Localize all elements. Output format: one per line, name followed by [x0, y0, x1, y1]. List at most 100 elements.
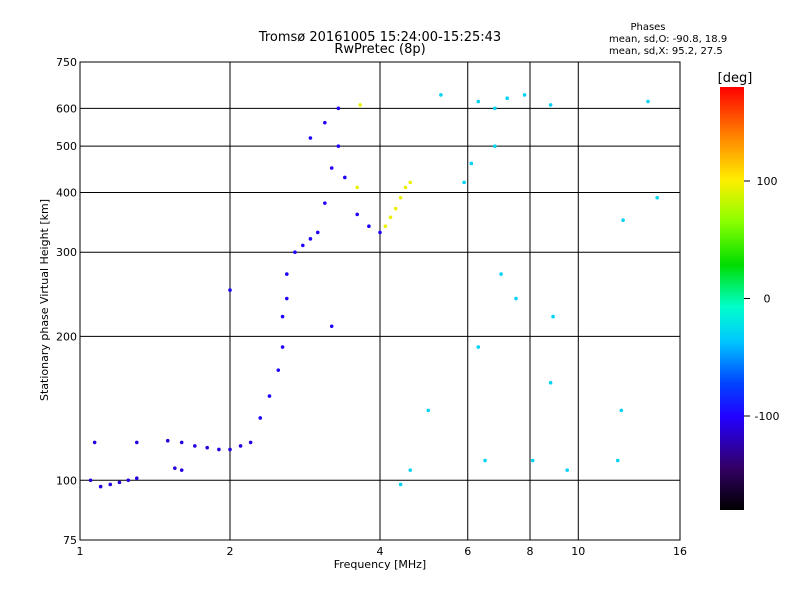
data-point: [248, 440, 253, 445]
data-point: [179, 468, 184, 472]
data-point: [228, 447, 232, 452]
data-point: [134, 440, 139, 445]
data-point: [336, 106, 341, 111]
data-point: [276, 368, 281, 372]
data-point: [398, 482, 403, 487]
colorbar-ticks: 100 0 -100: [744, 175, 779, 423]
data-point: [619, 408, 624, 413]
data-point: [165, 438, 170, 443]
data-point: [615, 458, 620, 463]
data-point: [383, 224, 388, 229]
colorbar-label: [deg]: [718, 71, 753, 86]
data-point: [98, 484, 103, 489]
data-point: [217, 447, 221, 452]
x-tick-label: 2: [227, 545, 234, 558]
y-tick-label: 600: [56, 102, 77, 115]
data-point: [343, 175, 347, 180]
data-point: [548, 103, 553, 107]
data-point: [329, 166, 334, 170]
colorbar-tick-label: 0: [764, 293, 771, 306]
data-point: [476, 345, 481, 349]
data-point: [88, 478, 93, 483]
data-point: [565, 468, 569, 472]
x-tick-label: 8: [527, 545, 534, 558]
y-tick-label: 75: [63, 534, 77, 547]
legend-x-mode: mean, sd,X: 95.2, 27.5: [609, 46, 723, 57]
data-point: [483, 458, 487, 463]
data-point: [403, 185, 408, 190]
data-point: [530, 458, 535, 463]
data-point: [499, 272, 503, 276]
y-tick-label: 500: [56, 140, 77, 153]
data-point: [493, 144, 497, 148]
x-tick-label: 10: [571, 545, 585, 558]
data-point: [193, 444, 197, 448]
x-tick-label: 16: [673, 545, 687, 558]
data-point: [621, 218, 625, 223]
grid-lines: [80, 62, 680, 540]
data-point: [173, 466, 177, 470]
data-point: [408, 180, 413, 185]
colorbar: [720, 87, 744, 510]
colorbar-tick-label: 100: [757, 175, 778, 188]
data-point: [398, 195, 403, 200]
data-point: [323, 201, 327, 205]
data-point: [301, 243, 305, 248]
colorbar-tick-label: -100: [755, 410, 780, 423]
data-point: [258, 416, 263, 420]
data-point: [280, 314, 285, 319]
data-point: [358, 103, 362, 107]
data-point: [439, 93, 443, 97]
y-tick-label: 300: [56, 246, 77, 259]
y-tick-label: 400: [56, 186, 77, 199]
data-point: [426, 408, 431, 413]
legend-o-mode: mean, sd,O: -90.8, 18.9: [609, 34, 727, 45]
y-tick-label: 750: [56, 56, 77, 69]
chart-subtitle: RwPretec (8p): [334, 42, 425, 57]
data-point: [388, 215, 393, 220]
data-point: [267, 394, 272, 398]
data-point: [323, 120, 327, 125]
data-point: [92, 440, 97, 445]
data-point: [293, 250, 297, 255]
data-points: [88, 93, 659, 489]
data-point: [367, 224, 371, 229]
data-point: [308, 237, 313, 241]
y-tick-label: 100: [56, 474, 77, 487]
data-point: [493, 106, 497, 111]
y-axis-ticks: 75 100 200 300 400 500 600 750: [56, 56, 77, 547]
data-point: [551, 314, 555, 319]
data-point: [548, 380, 553, 385]
y-tick-label: 200: [56, 330, 77, 343]
data-point: [329, 324, 334, 329]
data-point: [408, 468, 413, 472]
data-point: [315, 230, 320, 235]
data-point: [336, 144, 341, 148]
x-tick-label: 1: [77, 545, 84, 558]
data-point: [238, 444, 243, 448]
data-point: [355, 212, 359, 217]
data-point: [117, 480, 122, 485]
legend-title: Phases: [630, 22, 665, 33]
data-point: [134, 476, 139, 481]
data-point: [378, 230, 382, 235]
data-point: [126, 478, 131, 483]
data-point: [655, 195, 659, 200]
data-point: [228, 288, 232, 292]
data-point: [108, 482, 113, 487]
x-axis-ticks: 1 2 4 6 8 10 16: [77, 545, 688, 558]
data-point: [476, 99, 481, 104]
data-point: [514, 296, 518, 301]
data-point: [308, 136, 313, 140]
x-axis-label: Frequency [MHz]: [334, 558, 426, 571]
data-point: [469, 161, 474, 166]
data-point: [205, 445, 209, 450]
data-point: [505, 96, 509, 100]
data-point: [462, 180, 466, 185]
data-point: [280, 345, 285, 349]
x-tick-label: 4: [377, 545, 384, 558]
y-axis-label: Stationary phase Virtual Height [km]: [38, 199, 51, 401]
x-tick-label: 6: [464, 545, 471, 558]
data-point: [284, 272, 289, 276]
